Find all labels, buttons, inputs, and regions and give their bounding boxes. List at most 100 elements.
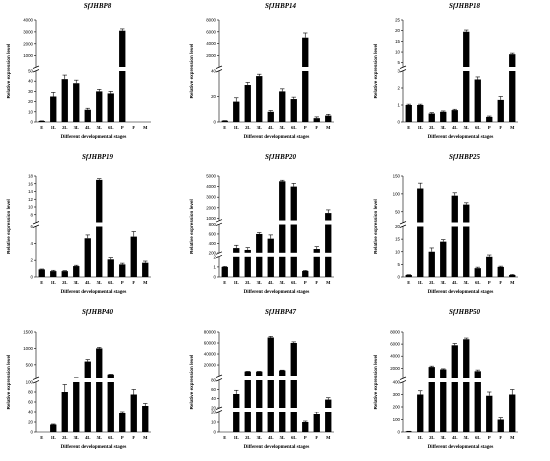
- bar-E: [221, 266, 228, 277]
- axis-break-gap: [400, 378, 518, 382]
- panel-title: SfJHBP20: [265, 153, 297, 161]
- x-axis-title: Different developmental stages: [61, 290, 127, 295]
- y-tick-label: 5: [398, 60, 401, 65]
- bar-5L: [96, 179, 103, 277]
- category-label: M: [326, 280, 331, 285]
- bar-F: [497, 266, 504, 277]
- category-label: 6L: [291, 125, 296, 130]
- bar-E: [38, 120, 45, 122]
- axis-break-mark: [399, 65, 407, 69]
- bar-P: [302, 270, 309, 277]
- y-tick-label: 15: [395, 237, 400, 242]
- bar-6L: [474, 371, 481, 432]
- y-tick-label: 18: [28, 174, 33, 179]
- category-label: 4L: [452, 125, 457, 130]
- category-label: M: [510, 435, 515, 440]
- category-label: F: [132, 280, 135, 285]
- y-tick-label: 4000: [206, 41, 216, 46]
- axis-break-mark: [32, 380, 40, 384]
- bar-2L: [244, 371, 251, 432]
- bar-6L: [107, 93, 114, 122]
- y-tick-label: 1: [214, 264, 217, 269]
- y-tick-label: 5: [398, 262, 401, 267]
- y-tick-label: 60000: [204, 341, 217, 346]
- bar-5L: [463, 31, 470, 122]
- y-tick-label: 0: [214, 120, 217, 125]
- bar-P: [486, 256, 493, 277]
- category-label: 6L: [475, 125, 480, 130]
- category-label: 2L: [62, 280, 67, 285]
- y-tick-label: 2000: [390, 366, 400, 371]
- bar-M: [142, 262, 149, 277]
- bar-6L: [474, 79, 481, 122]
- axis-break-mark: [215, 65, 223, 69]
- y-tick-label: 40000: [204, 352, 217, 357]
- y-tick-label: 20: [395, 28, 400, 33]
- bar-2L: [428, 367, 435, 432]
- panel-SfJHBP50: SfJHBP50 0 100 200 300 400 2000 4000 6000 8000 E 1L…: [373, 308, 518, 450]
- category-label: 1L: [51, 125, 56, 130]
- axis-break-mark: [215, 374, 223, 378]
- bar-4L: [451, 110, 458, 122]
- bar-P: [486, 395, 493, 432]
- y-tick-label: 1000: [23, 346, 33, 351]
- y-axis-title: Relative expression level: [189, 44, 194, 99]
- y-tick-label: 0: [398, 430, 401, 435]
- y-tick-label: 2000: [206, 205, 216, 210]
- bar-2L: [428, 113, 435, 122]
- bar-4L: [84, 361, 91, 432]
- category-label: 5L: [464, 125, 469, 130]
- category-label: 1L: [51, 435, 56, 440]
- y-tick-label: 16: [28, 181, 33, 186]
- y-tick-label: 1000: [206, 216, 216, 221]
- bar-4L: [84, 109, 91, 122]
- category-label: 6L: [475, 435, 480, 440]
- y-tick-label: 600: [209, 231, 217, 236]
- category-label: 1L: [234, 280, 239, 285]
- bar-1L: [50, 271, 57, 277]
- bar-3L: [440, 369, 447, 432]
- category-label: M: [326, 125, 331, 130]
- x-axis-title: Different developmental stages: [61, 445, 127, 450]
- axis-break-gap: [33, 378, 151, 382]
- axis-break-mark: [399, 376, 407, 380]
- y-tick-label: 5000: [206, 174, 216, 179]
- category-label: 4L: [85, 125, 90, 130]
- bar-M: [142, 406, 149, 432]
- category-label: P: [121, 435, 124, 440]
- y-tick-label: 1500: [23, 330, 33, 335]
- y-tick-label: 0: [398, 275, 401, 280]
- y-tick-label: 10: [28, 205, 33, 210]
- y-tick-label: 50: [28, 69, 33, 74]
- category-label: M: [326, 435, 331, 440]
- category-label: P: [304, 125, 307, 130]
- y-tick-label: 6000: [390, 342, 400, 347]
- y-tick-label: 20: [211, 94, 216, 99]
- axis-break-gap: [33, 222, 151, 227]
- category-label: M: [143, 125, 148, 130]
- category-label: 6L: [108, 435, 113, 440]
- category-label: E: [407, 280, 410, 285]
- bar-P: [119, 264, 126, 277]
- bar-4L: [267, 238, 274, 277]
- y-tick-label: 40: [28, 410, 33, 415]
- y-tick-label: 0: [398, 120, 401, 125]
- bar-P: [302, 422, 309, 432]
- y-tick-label: 10: [211, 420, 216, 425]
- y-tick-label: 2000: [206, 53, 216, 58]
- category-label: 3L: [74, 125, 79, 130]
- panel-title: SfJHBP14: [265, 2, 297, 10]
- category-label: 2L: [429, 280, 434, 285]
- category-label: 3L: [74, 280, 79, 285]
- bar-3L: [73, 382, 80, 432]
- y-tick-label: 4000: [390, 354, 400, 359]
- y-tick-label: 0: [31, 275, 34, 280]
- panel-SfJHBP14: SfJHBP14 0 20 40 2000 4000 6000 8000 E 1L 2L 3L 4L 5L…: [189, 2, 334, 140]
- y-tick-label: 2000: [23, 41, 33, 46]
- category-label: 3L: [74, 435, 79, 440]
- axis-break-gap: [216, 376, 334, 380]
- y-tick-label: 3000: [206, 195, 216, 200]
- category-label: 3L: [257, 125, 262, 130]
- bar-1L: [417, 394, 424, 432]
